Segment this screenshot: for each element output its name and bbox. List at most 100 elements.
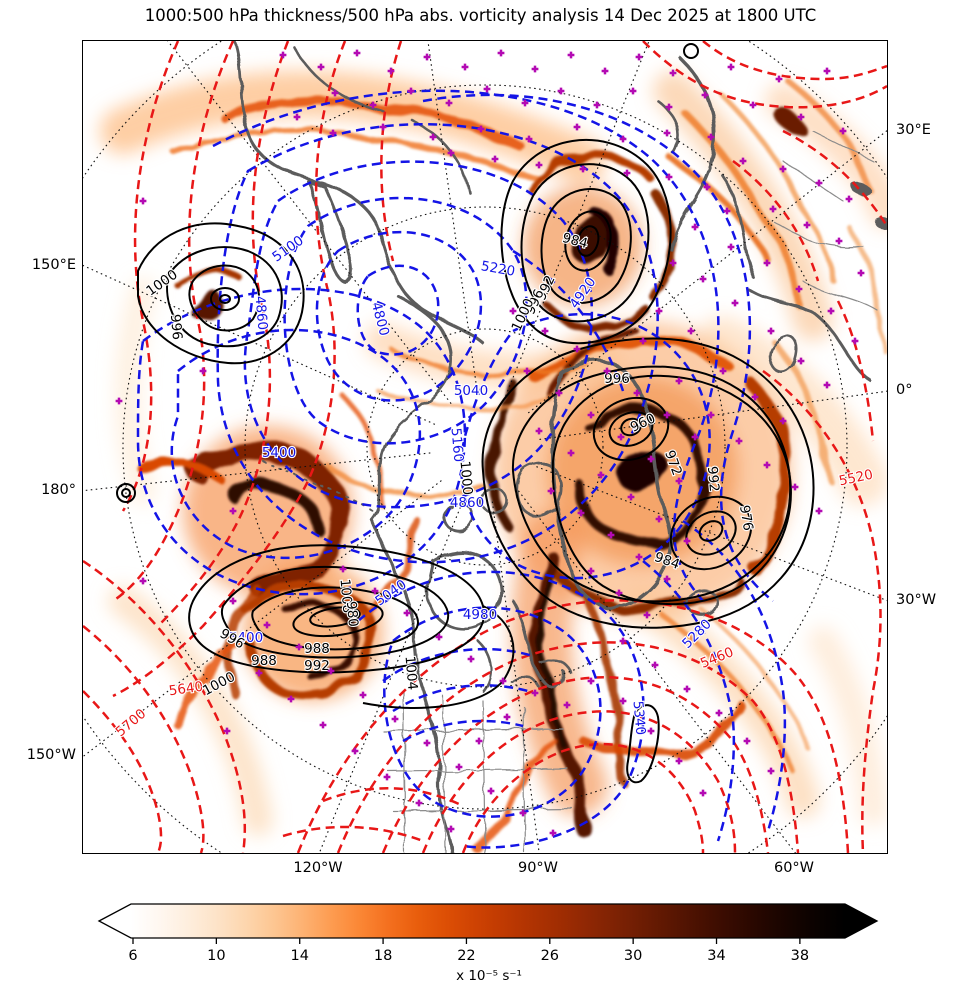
station-marker xyxy=(674,756,684,766)
contour-label-thickness_low: 4860 xyxy=(252,295,271,331)
state-borders xyxy=(382,130,879,853)
contour-label-thickness_low: 5220 xyxy=(480,258,517,280)
station-marker xyxy=(474,736,484,746)
station-marker xyxy=(350,746,360,756)
station-marker xyxy=(566,50,576,60)
colorbar-ticks: 6 10 14 18 22 26 30 34 38 xyxy=(128,938,809,964)
gridline-label-bottom: 60°W xyxy=(773,860,815,876)
station-marker xyxy=(386,66,396,76)
colorbar-tick-label: 26 xyxy=(541,948,559,964)
station-marker xyxy=(592,100,602,110)
colorbar-gradient xyxy=(131,904,845,938)
station-marker xyxy=(496,48,506,58)
colorbar-tick-label: 10 xyxy=(207,948,225,964)
station-marker xyxy=(766,326,776,336)
station-marker xyxy=(466,654,476,664)
contour-label-pressure: 992 xyxy=(304,658,330,674)
station-marker xyxy=(318,720,328,730)
contour-label-pressure: 976 xyxy=(736,504,756,532)
pressure-contours xyxy=(116,43,815,784)
contour-label-pressure: 996 xyxy=(604,371,630,387)
station-marker xyxy=(762,258,772,268)
station-marker xyxy=(662,128,672,138)
contour-label-thickness_low: 5340 xyxy=(630,700,649,736)
station-marker xyxy=(714,708,724,718)
station-marker xyxy=(390,714,400,724)
station-marker xyxy=(572,122,582,132)
station-marker xyxy=(822,66,832,76)
figure-title: 1000:500 hPa thickness/500 hPa abs. vort… xyxy=(144,6,817,25)
gridline-label-right: 0° xyxy=(896,382,913,398)
station-marker xyxy=(460,62,470,72)
contour-label-pressure: 1004 xyxy=(402,655,421,691)
colorbar-tick-label: 22 xyxy=(457,948,475,964)
station-marker xyxy=(486,786,496,796)
colorbar-tick-label: 18 xyxy=(374,948,392,964)
vorticity-field-filaments xyxy=(139,78,887,853)
gridline-label-left: 150°E xyxy=(31,257,76,273)
station-marker xyxy=(482,84,492,94)
contour-label-thickness_low: 5400 xyxy=(229,630,263,646)
contour-label-thickness_low: 5040 xyxy=(454,383,488,399)
contour-label-pressure: 1008 xyxy=(337,578,356,614)
contour-label-thickness_low: 4860 xyxy=(450,495,484,511)
station-marker xyxy=(628,86,638,96)
station-marker xyxy=(228,596,238,606)
contour-label-pressure: 988 xyxy=(304,641,330,657)
map-plot-area: 5100 5220 4920 4860 4800 5040 5160 5400 4860 5040… xyxy=(82,40,888,854)
station-marker xyxy=(634,52,644,62)
contour-label-pressure: 1000 xyxy=(143,267,180,300)
contour-label-thickness_low: 4980 xyxy=(463,607,497,623)
gridline-label-left: 150°W xyxy=(26,747,76,763)
station-marker xyxy=(650,660,660,670)
station-marker xyxy=(726,242,736,252)
station-marker xyxy=(850,336,860,346)
colorbar-outline xyxy=(97,903,879,939)
gridline-label-right: 30°W xyxy=(896,592,937,608)
station-marker xyxy=(726,62,736,72)
station-marker xyxy=(682,684,692,694)
colorbar-min-arrow xyxy=(99,904,131,938)
station-marker xyxy=(844,194,854,204)
station-marker xyxy=(774,74,784,84)
station-marker xyxy=(698,788,708,798)
gridline-label-bottom: 90°W xyxy=(517,860,559,876)
colorbar-tick-label: 30 xyxy=(624,948,642,964)
station-marker xyxy=(316,62,326,72)
colorbar-tick-label: 6 xyxy=(128,948,137,964)
station-marker xyxy=(490,154,500,164)
station-marker xyxy=(856,268,866,278)
colorbar-tick-label: 38 xyxy=(791,948,809,964)
contour-label-pressure: 988 xyxy=(251,653,277,669)
contour-label-pressure: 980 xyxy=(343,600,361,627)
colorbar-tick-label: 14 xyxy=(290,948,308,964)
contour-label-thickness_high: 5700 xyxy=(113,706,150,740)
graticule xyxy=(83,41,887,853)
station-marker xyxy=(834,236,844,246)
colorbar: 6 10 14 18 22 26 30 34 38 x 10⁻⁵ s⁻¹ xyxy=(97,903,879,984)
station-marker xyxy=(454,762,464,772)
station-marker xyxy=(352,48,362,58)
station-marker xyxy=(198,366,208,376)
station-marker xyxy=(382,772,392,782)
contour-label-thickness_high: 5640 xyxy=(168,679,204,700)
station-marker xyxy=(414,798,424,808)
gridline-label-bottom: 120°W xyxy=(293,860,343,876)
contour-label-thickness_low: 5160 xyxy=(448,427,467,463)
gridline-label-right: 30°E xyxy=(896,122,931,138)
station-marker xyxy=(698,274,708,284)
contour-label-thickness_low: 5400 xyxy=(262,445,296,461)
colorbar-tick-label: 34 xyxy=(707,948,725,964)
station-marker xyxy=(378,122,388,132)
station-marker xyxy=(742,736,752,746)
station-marker xyxy=(138,576,148,586)
station-marker xyxy=(814,178,824,188)
colorbar-unit-label: x 10⁻⁵ s⁻¹ xyxy=(456,968,522,984)
thickness-contours-cold xyxy=(136,89,787,849)
station-marker xyxy=(358,690,368,700)
station-marker xyxy=(600,66,610,76)
station-marker xyxy=(530,64,540,74)
contour-label-pressure: 1000 xyxy=(457,460,476,496)
